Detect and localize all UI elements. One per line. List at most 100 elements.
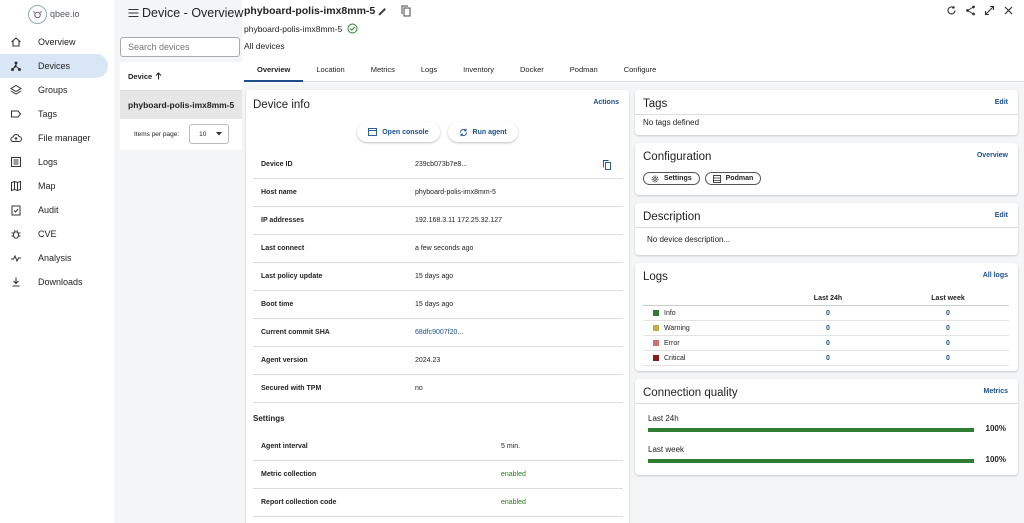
info-value: 2024.23	[415, 357, 441, 364]
download-icon	[10, 276, 22, 288]
connection-bar-24h	[648, 428, 974, 432]
bug-icon	[10, 228, 22, 240]
items-per-page-select[interactable]: 10	[189, 124, 230, 144]
sidebar-item-label: Audit	[38, 205, 59, 215]
sidebar-item-label: File manager	[38, 133, 91, 143]
top-actions	[946, 5, 1014, 16]
info-key: Device ID	[261, 161, 293, 168]
info-key: IP addresses	[261, 217, 305, 224]
logo[interactable]: qbee.io	[28, 4, 84, 24]
sync-icon	[459, 128, 468, 137]
info-value: 192.168.3.11 172.25.32.127	[415, 217, 503, 224]
info-key: Boot time	[261, 301, 294, 308]
log-count-week[interactable]: 0	[946, 354, 950, 362]
tab-inventory[interactable]: Inventory	[463, 65, 495, 74]
analysis-icon	[10, 252, 22, 264]
settings-chip[interactable]: Settings	[643, 172, 700, 185]
tab-podman[interactable]: Podman	[569, 65, 598, 74]
sidebar-item-label: Groups	[38, 85, 68, 95]
connection-quality-title: Connection quality	[643, 387, 738, 399]
items-per-page-value: 10	[199, 130, 207, 138]
device-column-header[interactable]: Device	[120, 62, 242, 91]
table-row: Critical 0 0	[643, 351, 1009, 366]
sidebar-item-cve[interactable]: CVE	[0, 222, 108, 246]
table-row: Error 0 0	[643, 336, 1009, 351]
device-info-title: Device info	[253, 99, 310, 111]
logs-icon	[10, 156, 22, 168]
sidebar-item-overview[interactable]: Overview	[0, 30, 108, 54]
settings-section-title: Settings	[253, 413, 285, 423]
tab-overview[interactable]: Overview	[244, 60, 304, 82]
logs-week-header: Last week	[931, 295, 965, 302]
info-row-ip-addresses: IP addresses 192.168.3.11 172.25.32.127	[253, 207, 623, 235]
log-count-24h[interactable]: 0	[826, 354, 830, 362]
sort-arrow-up-icon	[155, 72, 162, 80]
copy-icon[interactable]	[401, 5, 411, 17]
column-header-label: Device	[128, 71, 153, 81]
sidebar-item-downloads[interactable]: Downloads	[0, 270, 108, 294]
info-action-buttons: Open console Run agent	[246, 122, 629, 142]
share-icon[interactable]	[965, 5, 976, 16]
log-count-week[interactable]: 0	[946, 339, 950, 347]
log-count-week[interactable]: 0	[946, 309, 950, 317]
tab-metrics[interactable]: Metrics	[370, 65, 395, 74]
open-console-button[interactable]: Open console	[357, 122, 440, 142]
run-agent-label: Run agent	[472, 128, 507, 136]
tags-card: Tags Edit No tags defined	[635, 90, 1018, 135]
sidebar-item-tags[interactable]: Tags	[0, 102, 108, 126]
log-level-cell: Warning	[643, 325, 768, 332]
sidebar-item-logs[interactable]: Logs	[0, 150, 108, 174]
tab-location[interactable]: Location	[316, 65, 345, 74]
sidebar-item-audit[interactable]: Audit	[0, 198, 108, 222]
log-count-24h[interactable]: 0	[826, 324, 830, 332]
sidebar-item-groups[interactable]: Groups	[0, 78, 108, 102]
expand-icon[interactable]	[984, 5, 995, 16]
breadcrumb[interactable]: All devices	[244, 41, 285, 51]
settings-value: enabled	[501, 471, 526, 478]
devices-icon	[10, 60, 22, 72]
table-row[interactable]: phyboard-polis-imx8mm-5	[120, 91, 242, 119]
settings-chip-label: Settings	[664, 175, 692, 182]
sidebar-item-map[interactable]: Map	[0, 174, 108, 198]
connection-bar-week	[648, 459, 974, 463]
sidebar-item-file-manager[interactable]: File manager	[0, 126, 108, 150]
copy-icon[interactable]	[603, 159, 623, 170]
device-subtitle: phyboard-polis-imx8mm-5	[244, 23, 358, 34]
tags-edit-link[interactable]: Edit	[994, 99, 1008, 106]
sidebar-nav: Overview Devices Groups Tags File manage…	[0, 30, 114, 294]
tags-empty-text: No tags defined	[643, 118, 700, 127]
log-level-label: Critical	[664, 354, 686, 362]
log-count-24h[interactable]: 0	[826, 339, 830, 347]
audit-icon	[10, 204, 22, 216]
commit-sha-link[interactable]: 68dfc9007f20...	[415, 329, 464, 336]
configuration-overview-link[interactable]: Overview	[976, 152, 1008, 159]
all-logs-link[interactable]: All logs	[982, 272, 1008, 279]
podman-chip[interactable]: Podman	[704, 172, 762, 185]
sidebar-item-label: Devices	[38, 61, 71, 71]
refresh-icon[interactable]	[946, 5, 957, 16]
tab-logs[interactable]: Logs	[420, 65, 438, 74]
sidebar-item-devices[interactable]: Devices	[0, 54, 108, 78]
tab-docker[interactable]: Docker	[520, 65, 544, 74]
tags-title: Tags	[643, 98, 668, 110]
info-row-agent-version: Agent version 2024.23	[253, 347, 623, 375]
menu-icon[interactable]	[128, 8, 139, 18]
divider	[635, 403, 1018, 404]
log-count-24h[interactable]: 0	[826, 309, 830, 317]
info-value: phyboard-polis-imx8mm-5	[415, 189, 496, 196]
run-agent-button[interactable]: Run agent	[447, 122, 518, 142]
metrics-link[interactable]: Metrics	[983, 388, 1008, 395]
error-swatch	[653, 340, 659, 346]
page-title: Device - Overview	[128, 6, 243, 20]
actions-link[interactable]: Actions	[593, 99, 619, 106]
info-value: a few seconds ago	[415, 245, 474, 252]
caret-down-icon	[216, 132, 223, 136]
close-icon[interactable]	[1003, 5, 1014, 16]
search-devices-input[interactable]	[120, 37, 240, 57]
pencil-icon[interactable]	[377, 6, 388, 17]
tab-configure[interactable]: Configure	[623, 65, 657, 74]
console-icon	[368, 128, 378, 136]
log-count-week[interactable]: 0	[946, 324, 950, 332]
description-edit-link[interactable]: Edit	[994, 212, 1008, 219]
sidebar-item-analysis[interactable]: Analysis	[0, 246, 108, 270]
